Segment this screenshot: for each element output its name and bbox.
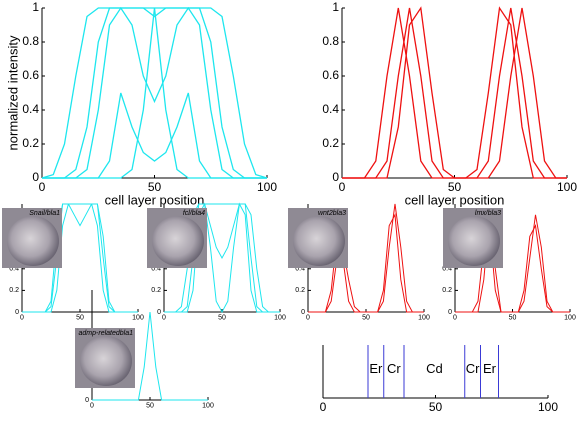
y-tick-label: 1: [32, 0, 39, 14]
x-tick-label: 50: [76, 314, 84, 321]
y-tick-label: 0.4: [151, 266, 161, 273]
y-tick-label: 0.2: [442, 287, 452, 294]
x-tick-label: 100: [257, 180, 277, 194]
x-tick-label: 50: [509, 314, 517, 321]
y-tick-label: 0.4: [9, 266, 19, 273]
y-tick-label: 0.8: [322, 34, 339, 48]
x-tick-label: 50: [218, 314, 226, 321]
y-tick-label: 0.4: [322, 102, 339, 116]
x-tick-label: 100: [557, 180, 577, 194]
x-axis-label: cell layer position: [405, 192, 505, 207]
y-tick-label: 0: [15, 309, 19, 316]
x-axis-label: cell layer position: [105, 192, 205, 207]
y-tick-label: 0.8: [22, 34, 39, 48]
y-tick-label: 0: [157, 309, 161, 316]
y-tick-label: 0.4: [442, 266, 452, 273]
region-label: Cr: [466, 361, 480, 376]
image-caption: admp-relatedbla1: [79, 330, 134, 337]
y-tick-label: 0: [85, 397, 89, 404]
y-tick-label: 0.2: [322, 136, 339, 150]
curve: [92, 311, 208, 401]
image-caption: wnt2bla3: [318, 210, 346, 217]
image-caption: Snail/bla1: [29, 210, 60, 217]
curve: [42, 6, 267, 179]
region-label: Cd: [426, 361, 443, 376]
x-tick-label: 0: [90, 402, 94, 409]
curve: [42, 7, 267, 179]
curve: [164, 203, 280, 313]
x-tick-label: 100: [538, 400, 558, 414]
x-tick-label: 100: [564, 314, 576, 321]
x-tick-label: 0: [453, 314, 457, 321]
y-tick-label: 1: [332, 0, 339, 14]
embryo: [80, 336, 132, 386]
y-tick-label: 0.2: [22, 136, 39, 150]
curve: [42, 7, 267, 179]
x-tick-label: 50: [362, 314, 370, 321]
y-tick-label: 0.6: [322, 68, 339, 82]
curve: [164, 203, 280, 313]
x-tick-label: 50: [429, 400, 443, 414]
curve: [22, 203, 138, 313]
x-tick-label: 0: [162, 314, 166, 321]
x-tick-label: 0: [339, 180, 346, 194]
y-tick-label: 0.4: [295, 266, 305, 273]
image-caption: lmx/bla3: [475, 210, 501, 217]
x-tick-label: 0: [20, 314, 24, 321]
y-tick-label: 0.2: [151, 287, 161, 294]
curve: [164, 202, 280, 314]
curve: [308, 213, 424, 313]
image-caption: fcl/bla4: [183, 210, 205, 217]
y-tick-label: 0.4: [22, 102, 39, 116]
curve: [455, 214, 570, 313]
x-tick-label: 100: [274, 314, 286, 321]
embryo: [293, 216, 345, 266]
curve: [41, 7, 268, 179]
y-tick-label: 0: [332, 170, 339, 184]
x-tick-label: 50: [146, 402, 154, 409]
x-tick-label: 50: [148, 180, 162, 194]
y-tick-label: 0: [448, 309, 452, 316]
curve: [342, 7, 567, 179]
x-tick-label: 0: [39, 180, 46, 194]
region-label: Er: [483, 361, 497, 376]
x-tick-label: 0: [320, 400, 327, 414]
x-tick-label: 100: [202, 402, 214, 409]
y-tick-label: 0: [301, 309, 305, 316]
embryo: [152, 216, 204, 266]
x-tick-label: 100: [132, 314, 144, 321]
y-tick-label: 0.2: [9, 287, 19, 294]
curve: [342, 7, 567, 179]
embryo: [448, 216, 500, 266]
curve: [42, 92, 267, 179]
region-label: Cr: [387, 361, 401, 376]
region-label: Er: [369, 361, 383, 376]
x-tick-label: 50: [448, 180, 462, 194]
embryo: [7, 216, 59, 266]
curve: [342, 6, 567, 179]
y-tick-label: 0: [32, 170, 39, 184]
x-tick-label: 100: [418, 314, 430, 321]
y-tick-label: 0.6: [22, 68, 39, 82]
y-tick-label: 0.2: [295, 287, 305, 294]
y-axis-label: normalized intensity: [5, 35, 20, 150]
x-tick-label: 0: [306, 314, 310, 321]
